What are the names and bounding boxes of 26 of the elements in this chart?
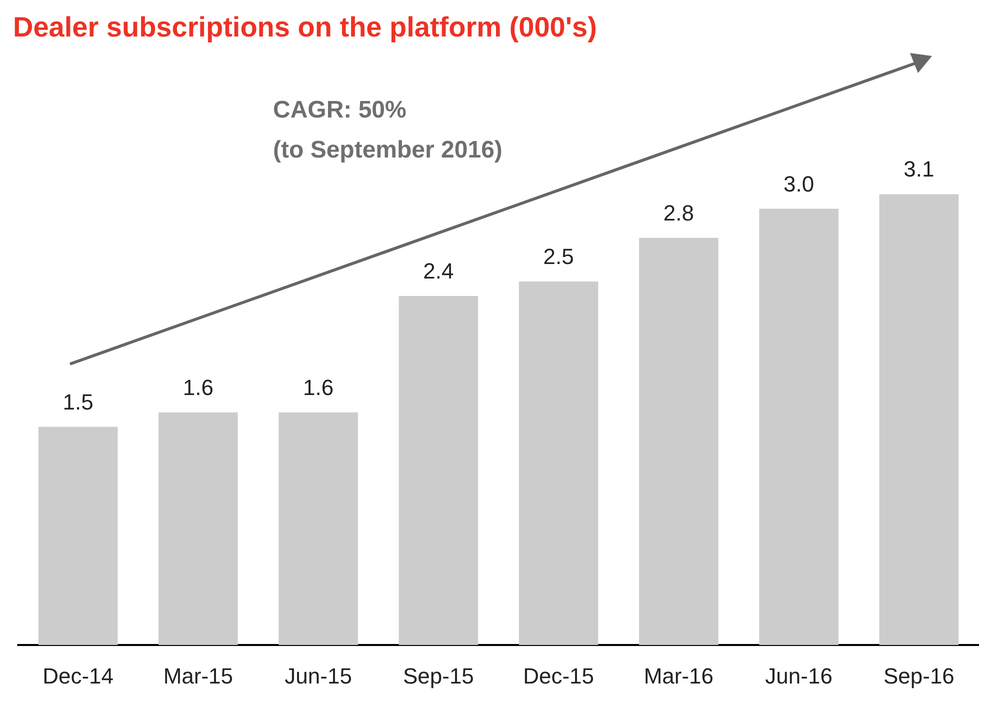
data-label: 2.4 [423, 258, 454, 284]
data-label: 2.8 [663, 200, 694, 226]
x-tick-label: Jun-16 [765, 664, 832, 688]
bar [158, 412, 238, 645]
text: CAGR: 50% (to September 2016) [273, 96, 502, 164]
data-label: 3.1 [904, 156, 934, 182]
x-tick-label: Sep-15 [402, 664, 474, 688]
data-label: 1.6 [303, 374, 334, 400]
x-tick-label: Jun-15 [284, 664, 352, 688]
x-tick-label: Dec-15 [523, 664, 594, 688]
bar [38, 426, 118, 645]
bar [398, 296, 478, 645]
x-tick-label: Sep-16 [883, 664, 954, 688]
x-tick-label: Dec-14 [42, 664, 114, 688]
data-label: 1.6 [182, 374, 214, 400]
data-label: 1.5 [62, 389, 94, 414]
bar [278, 412, 358, 645]
x-tick-label: Mar-16 [644, 664, 714, 688]
data-label: 3.0 [784, 171, 814, 196]
chart-title: Dealer subscriptions on the platform (000's) [13, 12, 597, 42]
x-tick-label: Mar-15 [163, 664, 234, 688]
bar [639, 238, 718, 645]
bar [879, 194, 959, 645]
bar [759, 208, 838, 645]
bar [518, 281, 598, 645]
data-label: 2.5 [543, 244, 574, 269]
